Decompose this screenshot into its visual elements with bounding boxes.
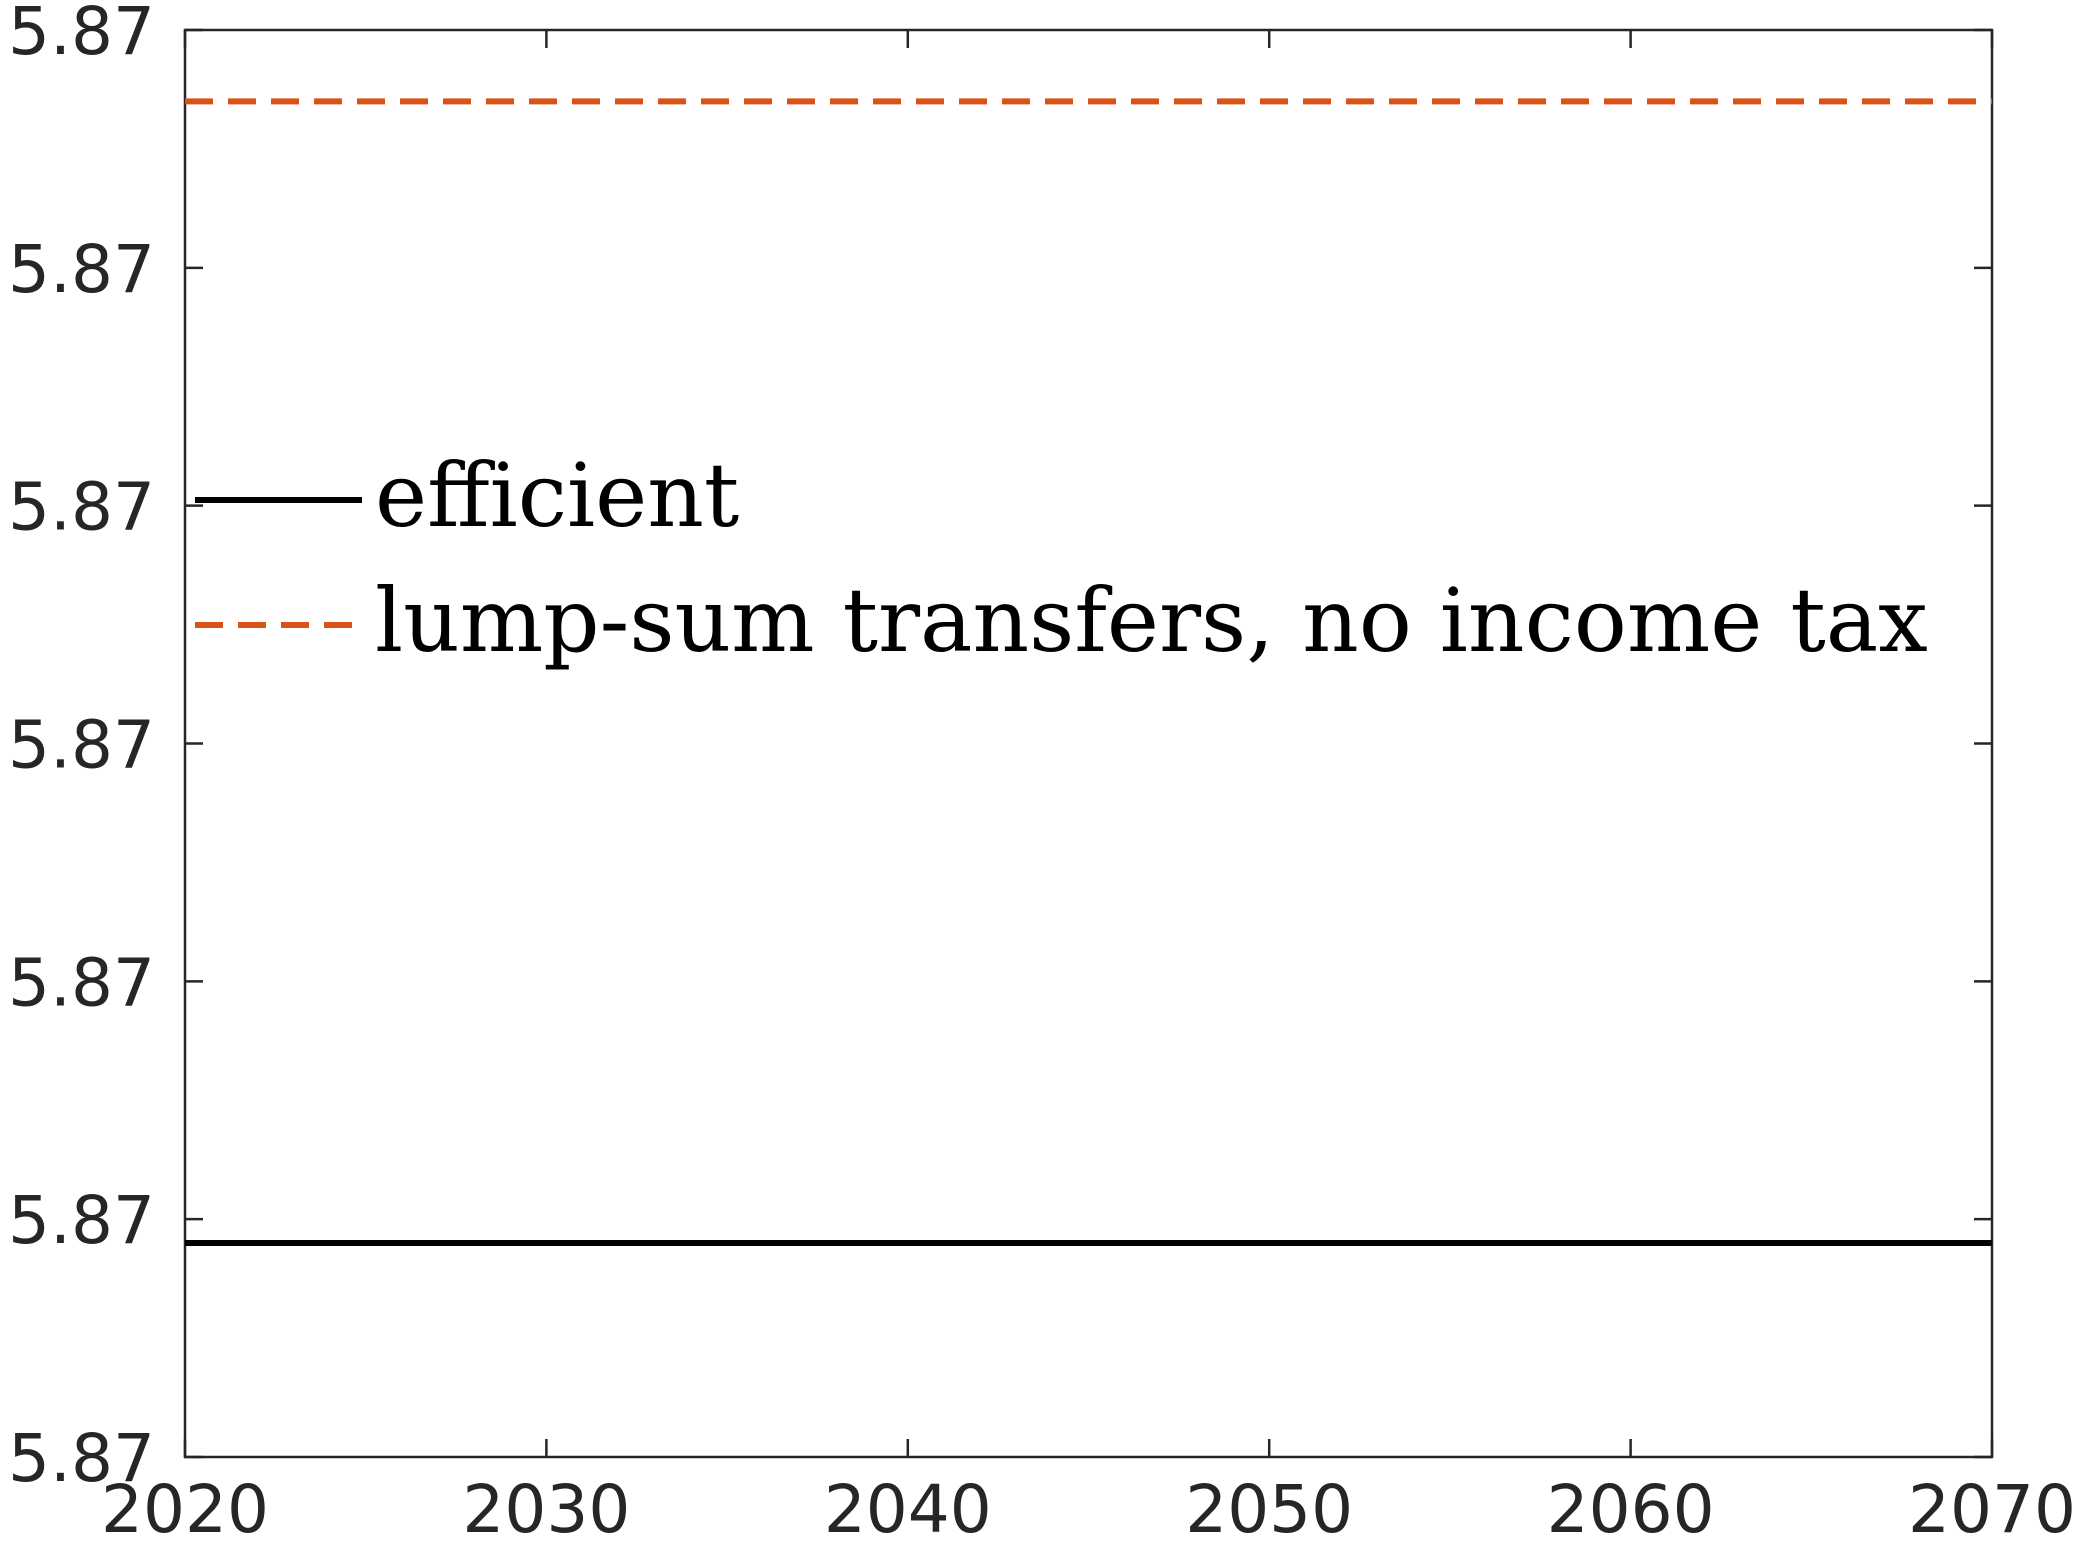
y-tick-label: 5.87 (8, 231, 155, 308)
y-tick-label: 5.87 (8, 944, 155, 1021)
x-tick-label: 2020 (101, 1471, 269, 1548)
y-tick-label: 5.87 (8, 707, 155, 784)
legend: efficient lump-sum transfers, no income t… (195, 444, 1928, 672)
legend-label-1: lump-sum transfers, no income tax (375, 569, 1928, 672)
y-tick-label: 5.87 (8, 469, 155, 546)
axis-ticks: 2020 2030 2040 2050 2060 2070 5.87 5.87 5.87 5.87… (8, 0, 2076, 1548)
axes-box (183, 28, 1994, 1459)
x-tick-label: 2040 (824, 1471, 992, 1548)
y-tick-label: 5.87 (8, 0, 155, 70)
x-tick-label: 2050 (1185, 1471, 1353, 1548)
series-layer (185, 98, 1992, 1246)
x-tick-label: 2060 (1547, 1471, 1715, 1548)
x-tick-label: 2030 (462, 1471, 630, 1548)
x-tick-label: 2070 (1908, 1471, 2076, 1548)
plot-area (183, 28, 1994, 1459)
y-tick-label: 5.87 (8, 1420, 155, 1497)
y-tick-label: 5.87 (8, 1182, 155, 1259)
legend-label-0: efficient (375, 444, 739, 547)
